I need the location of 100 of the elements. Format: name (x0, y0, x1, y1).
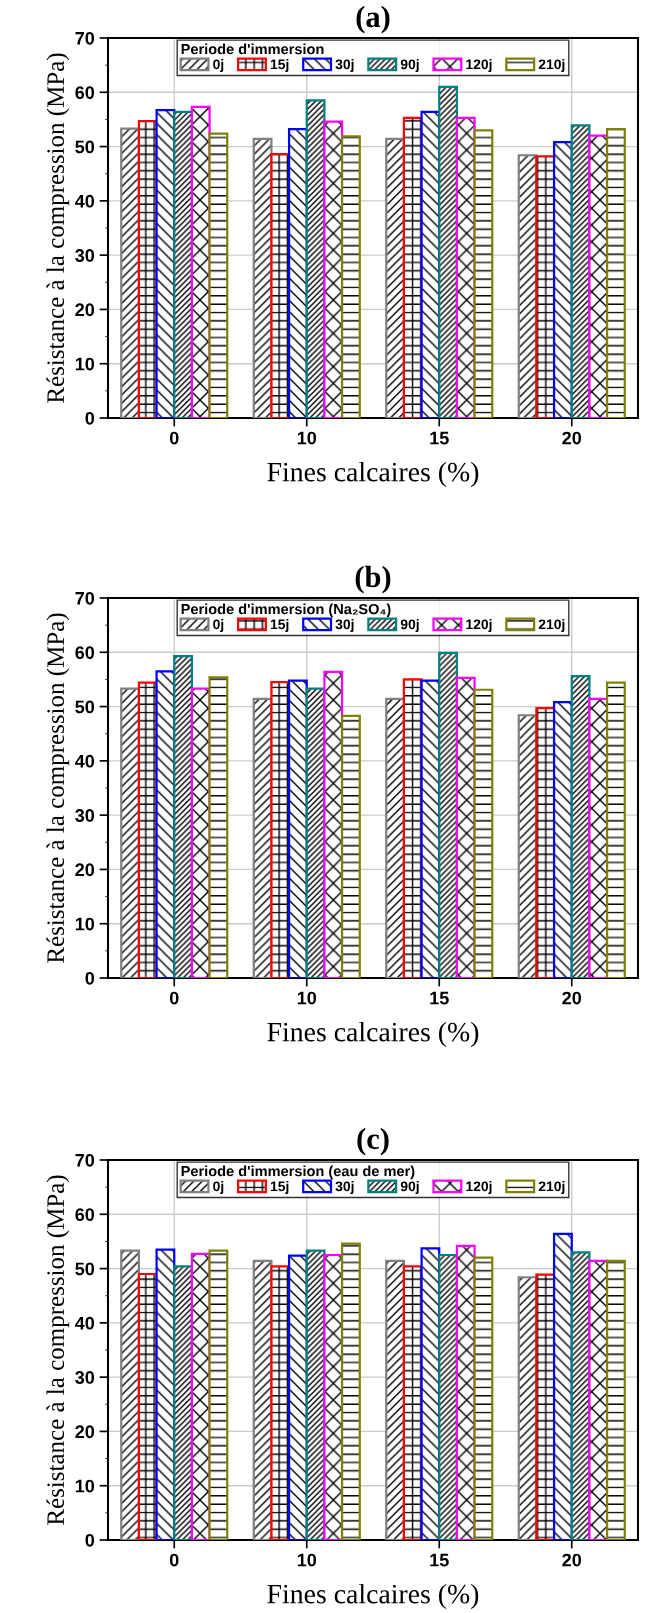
chart-title: (b) (355, 565, 391, 594)
bar (340, 1242, 361, 1540)
y-tick-label: 0 (85, 411, 95, 425)
bar (155, 109, 176, 418)
x-tick-label: 10 (297, 431, 317, 445)
bar (155, 670, 176, 978)
bar (323, 120, 344, 418)
y-tick-label: 20 (75, 303, 95, 317)
x-tick-label: 15 (430, 1553, 449, 1567)
bar (270, 1265, 291, 1540)
legend-label: 15j (270, 1181, 289, 1194)
legend-label: 90j (400, 1181, 419, 1194)
y-tick-label: 30 (75, 809, 95, 822)
y-tick-label: 60 (75, 1208, 95, 1222)
y-tick-label: 40 (75, 1316, 95, 1330)
legend-label: 120j (466, 59, 492, 72)
bar (155, 1248, 176, 1540)
y-tick-label: 30 (75, 249, 95, 262)
x-tick-label: 0 (169, 431, 179, 445)
bar (552, 1232, 573, 1540)
bar (438, 85, 459, 418)
x-axis-title: Fines calcaires (%) (267, 461, 479, 488)
bar (287, 679, 308, 978)
bar (270, 153, 291, 418)
x-tick-label: 10 (297, 991, 317, 1005)
bar (605, 681, 626, 978)
y-tick-label: 50 (75, 700, 95, 714)
y-tick-label: 30 (75, 1371, 95, 1384)
x-tick-label: 15 (430, 431, 449, 445)
x-tick-label: 0 (169, 991, 179, 1005)
bar (340, 714, 361, 978)
bar (438, 1253, 459, 1540)
y-tick-label: 60 (75, 86, 95, 100)
legend-label: 90j (400, 59, 419, 72)
x-tick-label: 20 (562, 431, 582, 445)
bar (340, 135, 361, 418)
legend-label: 90j (400, 619, 419, 632)
bar (208, 132, 229, 418)
y-tick-label: 10 (75, 917, 95, 931)
bar (438, 651, 459, 978)
legend-label: 210j (538, 619, 565, 632)
bar (588, 1259, 609, 1540)
y-tick-label: 10 (75, 357, 95, 371)
bar (605, 128, 626, 418)
legend-label: 210j (538, 1181, 565, 1194)
legend-label: 30j (335, 59, 354, 72)
y-tick-label: 10 (75, 1479, 95, 1493)
x-tick-label: 0 (169, 1553, 179, 1567)
y-tick-label: 0 (85, 1533, 95, 1547)
bar (323, 1253, 344, 1540)
bar (473, 688, 494, 978)
legend-title: Periode d'immersion (eau de mer) (181, 1165, 415, 1180)
legend-label: 15j (270, 59, 289, 72)
bar (605, 1259, 626, 1540)
legend-label: 120j (466, 619, 492, 632)
bar (208, 1249, 229, 1540)
bar (420, 679, 441, 978)
bar (473, 1256, 494, 1540)
bar (535, 1273, 556, 1540)
bar (173, 654, 194, 978)
bar (385, 1259, 406, 1540)
y-tick-label: 20 (75, 1425, 95, 1439)
x-axis-title: Fines calcaires (%) (267, 1021, 479, 1048)
y-axis-title: Résistance à la compression (MPa) (46, 1175, 70, 1525)
bar (270, 681, 291, 978)
y-tick-label: 60 (75, 646, 95, 660)
y-tick-label: 70 (75, 1153, 95, 1167)
x-tick-label: 10 (297, 1553, 317, 1567)
legend-label: 0j (213, 59, 224, 72)
y-tick-label: 40 (75, 194, 95, 208)
y-tick-label: 50 (75, 140, 95, 154)
y-tick-label: 50 (75, 1262, 95, 1276)
y-tick-label: 70 (75, 591, 95, 605)
bar (385, 137, 406, 418)
bar (535, 707, 556, 978)
bar (552, 701, 573, 978)
bar (120, 127, 141, 418)
legend-title: Periode d'immersion (181, 43, 324, 55)
y-axis-title: Résistance à la compression (MPa) (46, 613, 70, 963)
bar (535, 155, 556, 418)
x-tick-label: 20 (562, 991, 582, 1005)
legend-label: 210j (538, 59, 565, 72)
legend-label: 30j (335, 1181, 354, 1194)
bar (208, 676, 229, 978)
bar (120, 687, 141, 978)
legend-label: 0j (213, 619, 224, 632)
legend-label: 120j (466, 1181, 492, 1194)
bar (173, 1265, 194, 1540)
y-tick-label: 0 (85, 971, 95, 985)
legend-label: 0j (213, 1181, 224, 1194)
bar (588, 134, 609, 418)
x-tick-label: 20 (562, 1553, 582, 1567)
y-axis-title: Résistance à la compression (MPa) (46, 53, 70, 403)
y-tick-label: 40 (75, 754, 95, 768)
bar (385, 697, 406, 978)
bar (173, 110, 194, 418)
bar (473, 129, 494, 418)
y-tick-label: 70 (75, 31, 95, 45)
chart-title: (c) (357, 1127, 389, 1156)
legend-title: Periode d'immersion (Na₂SO₄) (181, 603, 391, 618)
